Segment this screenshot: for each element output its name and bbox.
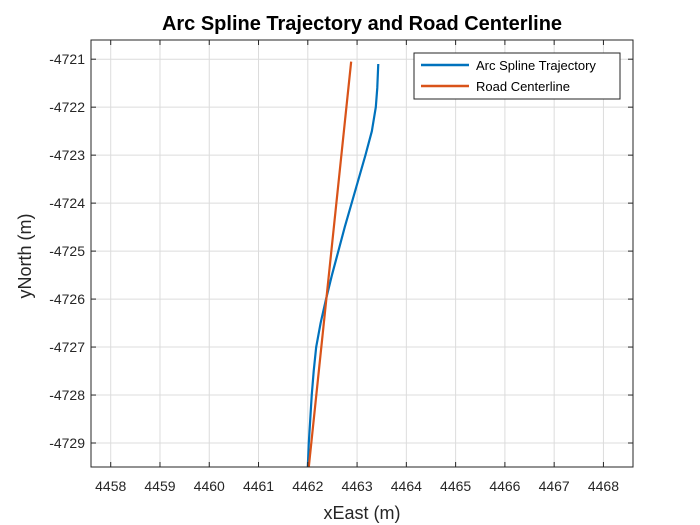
y-axis-label: yNorth (m) bbox=[15, 214, 35, 299]
x-tick-label: 4468 bbox=[588, 478, 619, 494]
y-tick-label: -4722 bbox=[49, 99, 85, 115]
x-axis-ticks: 4458 4459 4460 4461 4462 4463 4464 4465 4466 4467… bbox=[95, 40, 619, 494]
series-line-road-centerline bbox=[307, 61, 353, 468]
x-tick-label: 4458 bbox=[95, 478, 126, 494]
y-tick-label: -4727 bbox=[49, 339, 85, 355]
y-axis-ticks: -4721 -4722 -4723 -4724 -4725 -4726 -4727 -4728… bbox=[49, 51, 633, 451]
legend-label-road-centerline: Road Centerline bbox=[476, 79, 570, 94]
y-tick-label: -4729 bbox=[49, 435, 85, 451]
legend-label-arc-spline: Arc Spline Trajectory bbox=[476, 58, 596, 73]
series-line-arc-spline-trajectory bbox=[306, 63, 380, 468]
plot-frame bbox=[90, 39, 634, 468]
x-tick-label: 4465 bbox=[440, 478, 471, 494]
y-tick-label: -4728 bbox=[49, 387, 85, 403]
chart-title: Arc Spline Trajectory and Road Centerlin… bbox=[162, 13, 562, 35]
x-tick-label: 4459 bbox=[144, 478, 175, 494]
series-layer bbox=[306, 61, 380, 468]
x-tick-label: 4460 bbox=[194, 478, 225, 494]
y-tick-label: -4721 bbox=[49, 51, 85, 67]
y-tick-label: -4725 bbox=[49, 243, 85, 259]
x-tick-label: 4462 bbox=[292, 478, 323, 494]
x-tick-label: 4466 bbox=[489, 478, 520, 494]
x-tick-label: 4461 bbox=[243, 478, 274, 494]
x-axis-label: xEast (m) bbox=[323, 503, 400, 523]
y-tick-label: -4724 bbox=[49, 195, 85, 211]
plot-area bbox=[91, 40, 633, 467]
legend-box bbox=[413, 52, 621, 100]
x-tick-label: 4467 bbox=[539, 478, 570, 494]
y-tick-label: -4723 bbox=[49, 147, 85, 163]
legend: Arc Spline Trajectory Road Centerline bbox=[413, 52, 621, 100]
x-tick-label: 4464 bbox=[391, 478, 422, 494]
x-tick-label: 4463 bbox=[341, 478, 372, 494]
y-tick-label: -4726 bbox=[49, 291, 85, 307]
x-gridlines bbox=[110, 40, 604, 467]
